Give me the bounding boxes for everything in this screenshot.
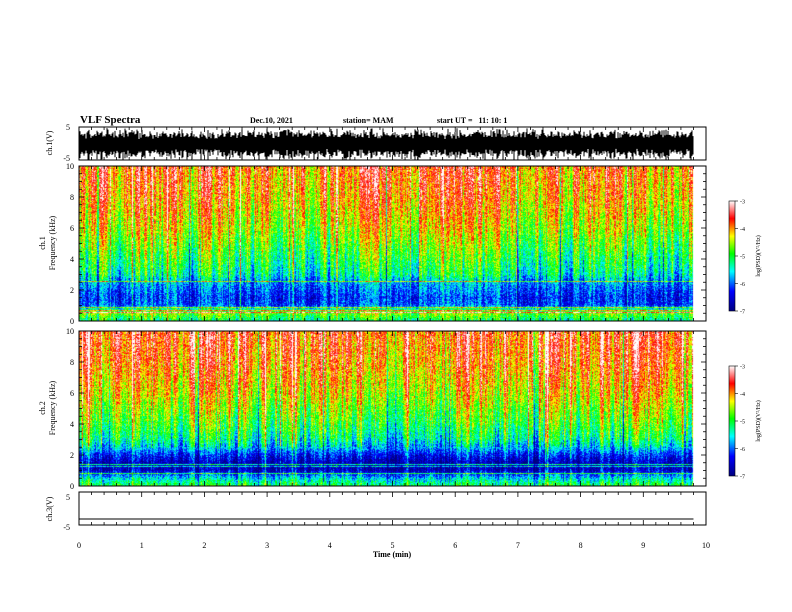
freq-tick-label: 6 <box>70 389 74 398</box>
waveform-ch1-trace <box>79 128 694 160</box>
colorbar-tick-label: -3 <box>740 200 745 206</box>
colorbar-ch2-label: log(PSD)(V²/Hz) <box>755 400 762 441</box>
colorbar-ch1-label: log(PSD)(V²/Hz) <box>755 235 762 276</box>
time-tick-label: 6 <box>453 541 457 550</box>
freq-tick-label: 2 <box>70 286 74 295</box>
freq-tick-label: 4 <box>70 255 74 264</box>
time-tick-label: 7 <box>516 541 520 550</box>
colorbar-ch2: -3 -4 -5 -6 -7 log(PSD)(V²/Hz) <box>728 365 762 481</box>
time-axis-ticks: 0 1 2 3 4 5 6 7 8 9 10 <box>77 541 710 550</box>
freq-tick-label: 10 <box>66 162 74 171</box>
time-tick-label: 3 <box>265 541 269 550</box>
time-axis-label: Time (min) <box>373 550 412 559</box>
start-ut-label: start UT = 11: 10: 1 <box>437 116 507 125</box>
spectrogram-ch1-image <box>79 166 706 321</box>
freq-tick-label: 4 <box>70 420 74 429</box>
ch1-ytick-top: 5 <box>66 123 70 132</box>
waveform-ch1-panel: 5 -5 ch.1(V) <box>45 123 707 163</box>
spectrogram-ch2-image <box>79 331 706 486</box>
time-tick-label: 0 <box>77 541 81 550</box>
time-tick-label: 2 <box>202 541 206 550</box>
spec2-ylabel-frequency: Frequency (kHz) <box>48 380 57 435</box>
spectrogram-ch2-panel: 0 2 4 6 8 10 ch.2 Frequency (kHz) -3 -4 -5 -6 -7 … <box>38 327 762 491</box>
freq-tick-label: 2 <box>70 451 74 460</box>
ch3-ytick-top: 5 <box>66 493 70 502</box>
colorbar-tick-label: -6 <box>740 282 745 288</box>
colorbar-tick-label: -4 <box>740 227 745 233</box>
time-tick-label: 4 <box>328 541 332 550</box>
spec2-ylabel-channel: ch.2 <box>38 401 47 415</box>
time-tick-label: 9 <box>641 541 645 550</box>
freq-tick-label: 8 <box>70 358 74 367</box>
freq-tick-label: 10 <box>66 327 74 336</box>
spectrogram-ch1-panel: 0 2 4 6 8 10 ch.1 Frequency (kHz) -3 -4 -5 -6 -7 … <box>38 162 762 326</box>
ch1-ytick-bottom: -5 <box>63 154 70 163</box>
time-tick-label: 1 <box>140 541 144 550</box>
freq-tick-label: 8 <box>70 193 74 202</box>
spec1-ylabel-frequency: Frequency (kHz) <box>48 215 57 270</box>
freq-tick-label: 0 <box>70 482 74 491</box>
time-tick-label: 10 <box>702 541 710 550</box>
colorbar-tick-label: -3 <box>740 365 745 371</box>
colorbar-tick-label: -4 <box>740 392 745 398</box>
ch1-wave-ylabel: ch.1(V) <box>45 130 54 155</box>
time-tick-label: 5 <box>391 541 395 550</box>
colorbar-tick-label: -6 <box>740 447 745 453</box>
ch3-ytick-bottom: -5 <box>63 523 70 532</box>
colorbar-ch1: -3 -4 -5 -6 -7 log(PSD)(V²/Hz) <box>728 200 762 316</box>
colorbar-tick-label: -5 <box>740 255 745 261</box>
waveform-ch3-panel: 5 -5 ch.3(V) <box>45 491 707 532</box>
ch3-wave-ylabel: ch.3(V) <box>45 496 54 521</box>
figure-title: VLF Spectra <box>80 114 141 126</box>
colorbar-tick-label: -7 <box>740 475 745 481</box>
freq-tick-label: 0 <box>70 317 74 326</box>
freq-tick-label: 6 <box>70 224 74 233</box>
spec1-ylabel-channel: ch.1 <box>38 236 47 250</box>
colorbar-tick-label: -5 <box>740 420 745 426</box>
time-tick-label: 8 <box>579 541 583 550</box>
date-label: Dec.10, 2021 <box>250 116 293 125</box>
station-label: station= MAM <box>343 116 394 125</box>
colorbar-tick-label: -7 <box>740 310 745 316</box>
